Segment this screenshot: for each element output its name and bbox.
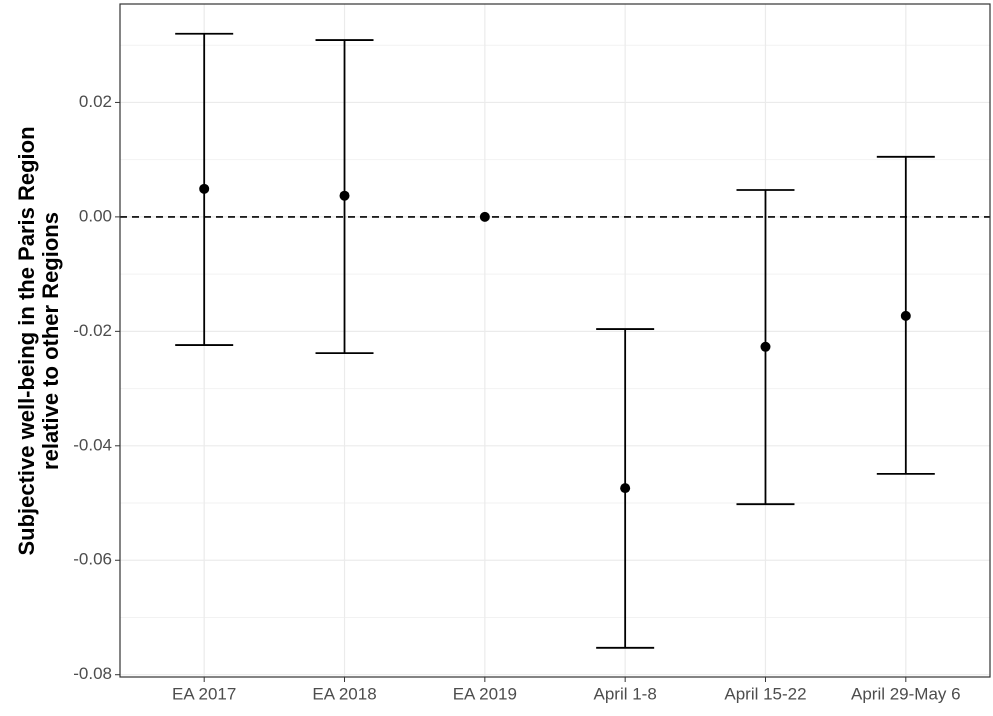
point bbox=[339, 190, 350, 201]
y-tick-label: 0.00 bbox=[79, 206, 112, 225]
y-label-line: Subjective well-being in the Paris Regio… bbox=[14, 126, 39, 555]
y-tick-label: -0.04 bbox=[73, 435, 112, 454]
x-tick-label: EA 2017 bbox=[172, 684, 236, 703]
x-tick-label: EA 2019 bbox=[453, 684, 517, 703]
y-tick-label: -0.08 bbox=[73, 664, 112, 683]
x-tick-label: April 15-22 bbox=[724, 684, 806, 703]
point bbox=[479, 211, 490, 222]
point bbox=[900, 310, 911, 321]
x-tick-label: April 1-8 bbox=[594, 684, 657, 703]
x-tick-label: EA 2018 bbox=[312, 684, 376, 703]
y-label-line: relative to other Regions bbox=[38, 212, 63, 470]
y-axis-label: Subjective well-being in the Paris Regio… bbox=[14, 126, 63, 555]
plot-border bbox=[119, 3, 991, 678]
point bbox=[199, 183, 210, 194]
point bbox=[760, 341, 771, 352]
y-tick-label: -0.02 bbox=[73, 321, 112, 340]
point bbox=[620, 483, 631, 494]
y-tick-label: -0.06 bbox=[73, 550, 112, 569]
y-tick-label: 0.02 bbox=[79, 92, 112, 111]
x-tick-label: April 29-May 6 bbox=[851, 684, 961, 703]
